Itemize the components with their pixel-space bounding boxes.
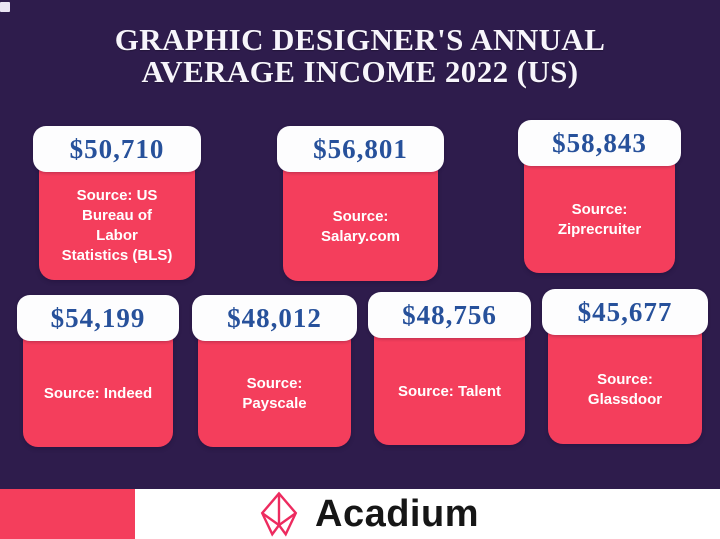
salary-card-salarycom: $56,801 Source: Salary.com xyxy=(277,126,444,281)
amount-box: $50,710 xyxy=(33,126,201,172)
salary-amount: $50,710 xyxy=(69,133,165,164)
footer-brand-bar: Acadium xyxy=(135,489,720,539)
source-box: Source: Talent xyxy=(374,330,525,445)
salary-card-payscale: $48,012 Source: Payscale xyxy=(192,295,357,447)
source-box: Source: Indeed xyxy=(23,333,173,447)
acadium-gem-icon xyxy=(260,491,298,537)
source-box: Source: Ziprecruiter xyxy=(524,158,675,273)
amount-box: $58,843 xyxy=(518,120,681,166)
amount-box: $45,677 xyxy=(542,289,708,335)
amount-box: $48,756 xyxy=(368,292,531,338)
salary-amount: $54,199 xyxy=(50,302,146,333)
title-line-2: AVERAGE INCOME 2022 (US) xyxy=(141,54,579,89)
salary-amount: $58,843 xyxy=(552,127,647,158)
salary-source: Source: Talent xyxy=(397,382,502,400)
salary-source: Source: Payscale xyxy=(242,375,307,412)
salary-card-talent: $48,756 Source: Talent xyxy=(368,292,531,445)
salary-card-ziprecruiter: $58,843 Source: Ziprecruiter xyxy=(518,120,681,273)
amount-box: $48,012 xyxy=(192,295,357,341)
footer-pink-block xyxy=(0,489,135,539)
salary-source: Source: Salary.com xyxy=(321,207,400,245)
salary-amount: $48,012 xyxy=(227,302,322,333)
salary-card-indeed: $54,199 Source: Indeed xyxy=(17,295,179,447)
brand-name: Acadium xyxy=(315,493,479,535)
salary-amount: $56,801 xyxy=(313,133,408,164)
source-box: Source: Salary.com xyxy=(283,164,438,281)
salary-source: Source: Ziprecruiter xyxy=(557,200,642,238)
salary-amount: $48,756 xyxy=(402,299,497,330)
source-box: Source: Glassdoor xyxy=(548,327,702,444)
source-box: Source: Payscale xyxy=(198,333,351,447)
title-line-1: GRAPHIC DESIGNER'S ANNUAL xyxy=(114,22,606,57)
salary-card-bls: $50,710 Source: US Bureau of Labor Stati… xyxy=(33,126,201,280)
salary-source: Source: Indeed xyxy=(43,385,153,403)
amount-box: $56,801 xyxy=(277,126,444,172)
amount-box: $54,199 xyxy=(17,295,179,341)
salary-card-glassdoor: $45,677 Source: Glassdoor xyxy=(542,289,708,444)
salary-amount: $45,677 xyxy=(577,296,673,327)
corner-square xyxy=(0,2,10,12)
salary-source: Source: US Bureau of Labor Statistics (B… xyxy=(61,187,173,264)
salary-source: Source: Glassdoor xyxy=(587,370,663,408)
footer: Acadium xyxy=(0,489,720,539)
page-title: GRAPHIC DESIGNER'S ANNUAL AVERAGE INCOME… xyxy=(0,24,720,88)
source-box: Source: US Bureau of Labor Statistics (B… xyxy=(39,164,195,280)
